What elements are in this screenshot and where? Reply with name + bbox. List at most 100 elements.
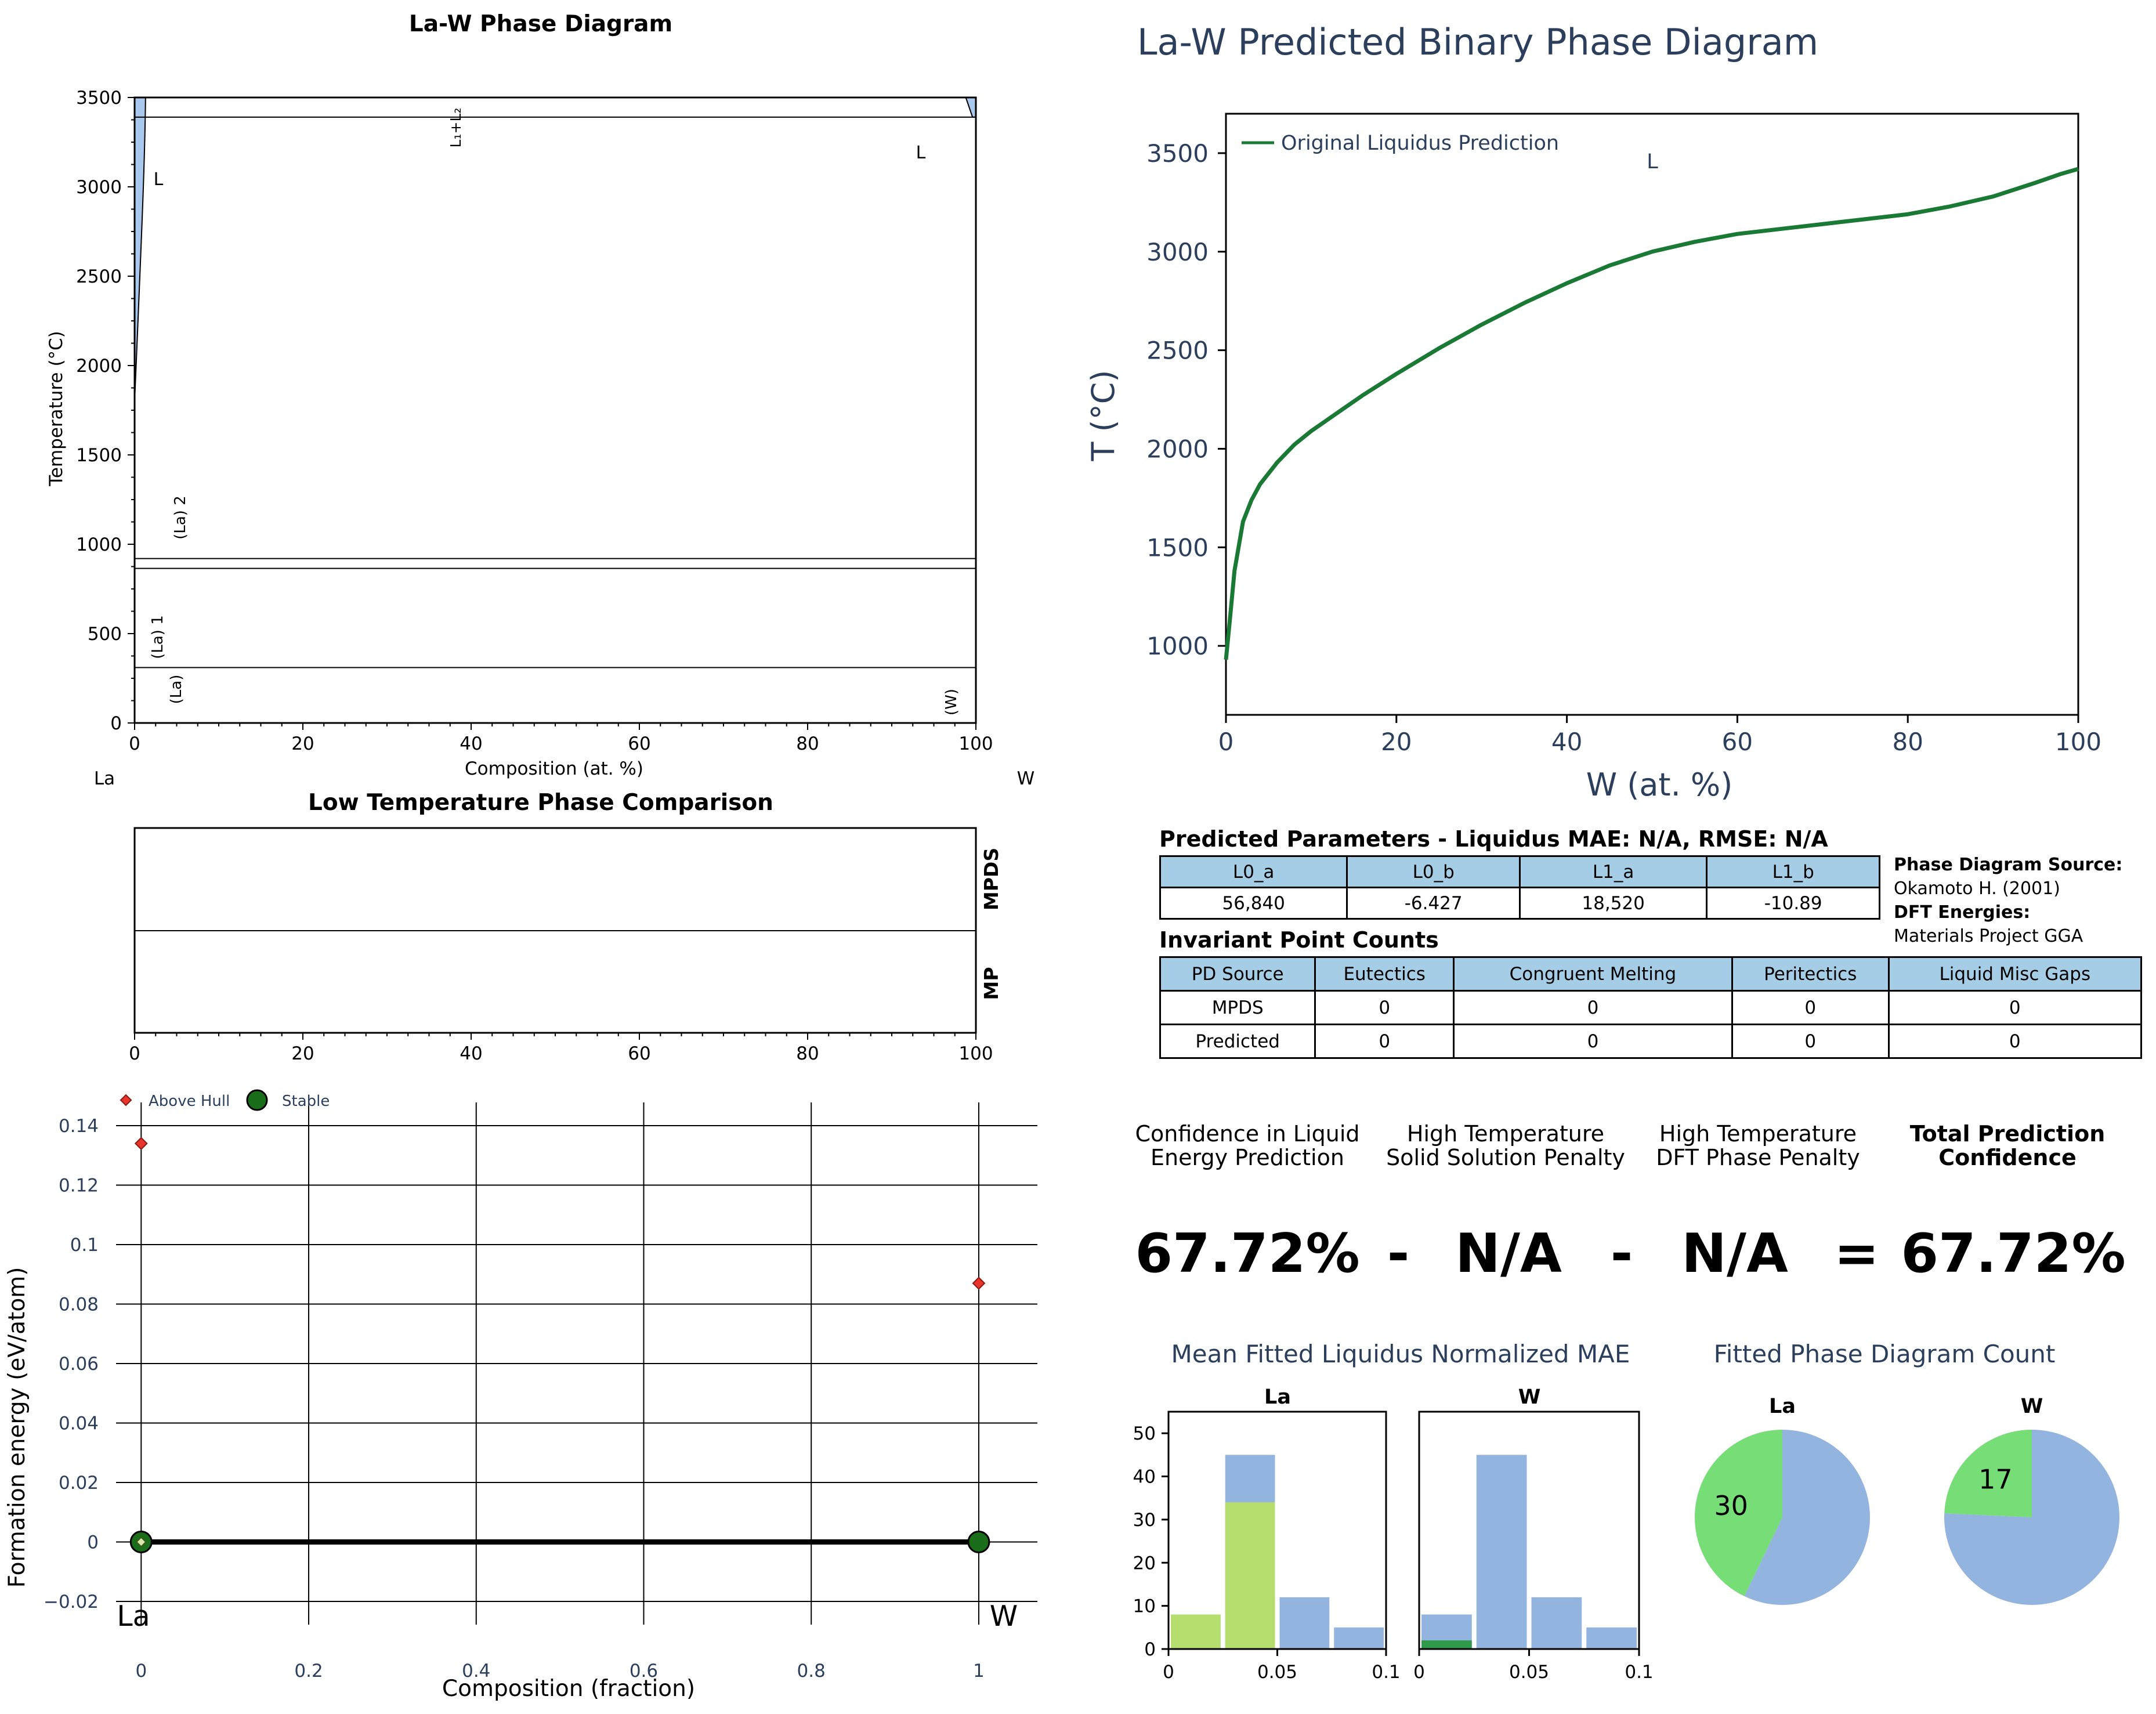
inv-cell: 0	[1314, 1024, 1455, 1059]
y-tick-label: 0.14	[59, 1116, 99, 1137]
liquid-region-la	[134, 97, 146, 402]
pie-w-plot: 17	[1944, 1430, 2119, 1605]
phase-diagram-chart: La-W Phase Diagram 0 20 40 60 80 100050010001…	[46, 11, 1034, 789]
plot-frame	[1225, 113, 2079, 716]
hist-bar	[1334, 1627, 1384, 1649]
y-tick-label: 0.04	[59, 1413, 99, 1434]
pd-source-value: Okamoto H. (2001)	[1894, 878, 2060, 899]
y-tick-label: 3500	[1146, 139, 1209, 168]
x-tick-label: 40	[460, 1043, 482, 1064]
region-label-W: (W)	[943, 689, 960, 715]
hull-ylabel: Formation energy (eV/atom)	[4, 1267, 30, 1588]
low-temp-row-mpds: MPDS	[980, 848, 1003, 910]
x-tick-label: 0	[1413, 1662, 1425, 1683]
above-hull-legend-label: Above Hull	[149, 1093, 230, 1110]
confidence-value-dft-phase: N/A	[1681, 1222, 1788, 1285]
confidence-label-solid-solution: High Temperature Solid Solution Penalty	[1386, 1121, 1625, 1170]
inv-header-misc-gaps: Liquid Misc Gaps	[1887, 956, 2143, 992]
y-tick-label: 1000	[76, 534, 122, 555]
y-tick-label: 0.06	[59, 1354, 99, 1375]
x-tick-label: 20	[291, 1043, 314, 1064]
liquid-region-w	[965, 97, 976, 118]
inv-cell: 0	[1314, 990, 1455, 1025]
params-title: Predicted Parameters - Liquidus MAE: N/A…	[1159, 826, 1828, 852]
y-tick-label: 0.1	[70, 1235, 99, 1256]
y-tick-label: 0	[1144, 1639, 1156, 1660]
stable-legend-marker	[246, 1089, 268, 1111]
mae-title: Mean Fitted Liquidus Normalized MAE	[1171, 1340, 1630, 1368]
x-tick-label: 100	[2055, 728, 2101, 756]
y-tick-label: 1500	[76, 445, 122, 466]
x-tick-label: 0	[129, 733, 140, 754]
pie-slice	[1944, 1430, 2032, 1517]
invariants-table: PD Source Eutectics Congruent Melting Pe…	[1159, 956, 2143, 1059]
hull-left-element: La	[117, 1600, 150, 1633]
y-tick-label: 0	[87, 1532, 99, 1553]
low-temp-axes: 0 20 40 60 80 100	[129, 827, 993, 1064]
hist-bar-overlay	[1421, 1640, 1472, 1649]
params-table: L0_a L0_b L1_a L1_b 56,840 -6.427 18,520…	[1159, 855, 1880, 920]
pie-slice	[1944, 1430, 2119, 1605]
params-header-L0b: L0_b	[1346, 855, 1521, 888]
x-tick-label: 100	[958, 1043, 993, 1064]
x-tick-label: 40	[1551, 728, 1582, 756]
x-tick-label: 60	[1722, 728, 1753, 756]
x-tick-label: 20	[291, 733, 314, 754]
mae-and-count-charts: Mean Fitted Liquidus Normalized MAE Fitt…	[1133, 1340, 2119, 1683]
confidence-label-liquid: Confidence in Liquid Energy Prediction	[1135, 1121, 1360, 1170]
confidence-value-solid-solution: N/A	[1455, 1222, 1562, 1285]
region-label-La: (La)	[168, 675, 185, 704]
confidence-value-total: 67.72%	[1901, 1222, 2126, 1285]
hist-la-plot: 0 0.05 0.1 0 10 20 30 40 50	[1133, 1411, 1401, 1683]
params-value-L0b: -6.427	[1346, 887, 1521, 920]
confidence-operator-2: -	[1610, 1222, 1633, 1285]
hist-la-title: La	[1264, 1386, 1291, 1409]
inv-cell: 0	[1887, 1024, 2143, 1059]
y-tick-label: 2000	[76, 356, 122, 377]
params-value-L1b: -10.89	[1706, 887, 1880, 920]
low-temp-comparison-chart: Low Temperature Phase Comparison 0 20 40 60…	[129, 790, 1003, 1064]
y-tick-label: 40	[1133, 1467, 1156, 1488]
x-tick-label: 0.6	[630, 1661, 658, 1682]
params-value-L0a: 56,840	[1159, 887, 1348, 920]
y-tick-label: 2500	[1146, 337, 1209, 365]
confidence-label-total: Total Prediction Confidence	[1909, 1121, 2106, 1170]
hist-bar	[1531, 1597, 1582, 1649]
x-tick-label: 0.1	[1372, 1662, 1400, 1683]
predicted-title: La-W Predicted Binary Phase Diagram	[1137, 21, 1818, 63]
pd-source-label: Phase Diagram Source:	[1894, 855, 2123, 875]
plot-frame	[133, 96, 977, 724]
x-tick-label: 20	[1381, 728, 1412, 756]
y-tick-label: 0.08	[59, 1294, 99, 1315]
phase-diagram-left-element: La	[94, 768, 115, 789]
x-tick-label: 100	[958, 733, 993, 754]
y-tick-label: 1500	[1146, 533, 1209, 562]
above-hull-point	[972, 1277, 986, 1290]
plot-frame	[1167, 1411, 1387, 1650]
x-tick-label: 0.05	[1257, 1662, 1297, 1683]
inv-cell: Predicted	[1159, 1024, 1316, 1059]
predicted-phase-diagram-chart: La-W Predicted Binary Phase Diagram 0 20 4…	[1085, 21, 2101, 803]
x-tick-label: 80	[1892, 728, 1923, 756]
invariants-title: Invariant Point Counts	[1159, 927, 1439, 953]
x-tick-label: 0	[1218, 728, 1234, 756]
confidence-operator-1: -	[1387, 1222, 1410, 1285]
convex-hull-chart: −0.02 0 0.02 0.04 0.06 0.08 0.1 0.12 0.14 0 0.2 0.4…	[4, 1089, 1037, 1702]
hull-legend: Above Hull Stable	[120, 1089, 330, 1111]
phase-diagram-title: La-W Phase Diagram	[409, 11, 672, 37]
low-temp-row-mp: MP	[980, 967, 1003, 1000]
predicted-axes: 0 20 40 60 80 100 1000 1500 2000 2500 3000 3500	[1146, 113, 2101, 756]
source-notes: Phase Diagram Source: Okamoto H. (2001) …	[1894, 853, 2122, 948]
pie-la-title: La	[1769, 1395, 1796, 1418]
pie-slice-label: 17	[1978, 1464, 2013, 1495]
confidence-value-liquid: 67.72%	[1135, 1222, 1360, 1285]
pie-slice	[1695, 1430, 1782, 1597]
inv-cell: 0	[1731, 1024, 1890, 1059]
region-label-La2: (La) 2	[172, 496, 189, 540]
hull-right-element: W	[990, 1600, 1018, 1633]
y-tick-label: 20	[1133, 1553, 1156, 1574]
region-label-L-left: L	[154, 169, 164, 190]
dft-source-value: Materials Project GGA	[1894, 926, 2083, 946]
y-tick-label: 2500	[76, 266, 122, 287]
x-tick-label: 0.05	[1509, 1662, 1549, 1683]
